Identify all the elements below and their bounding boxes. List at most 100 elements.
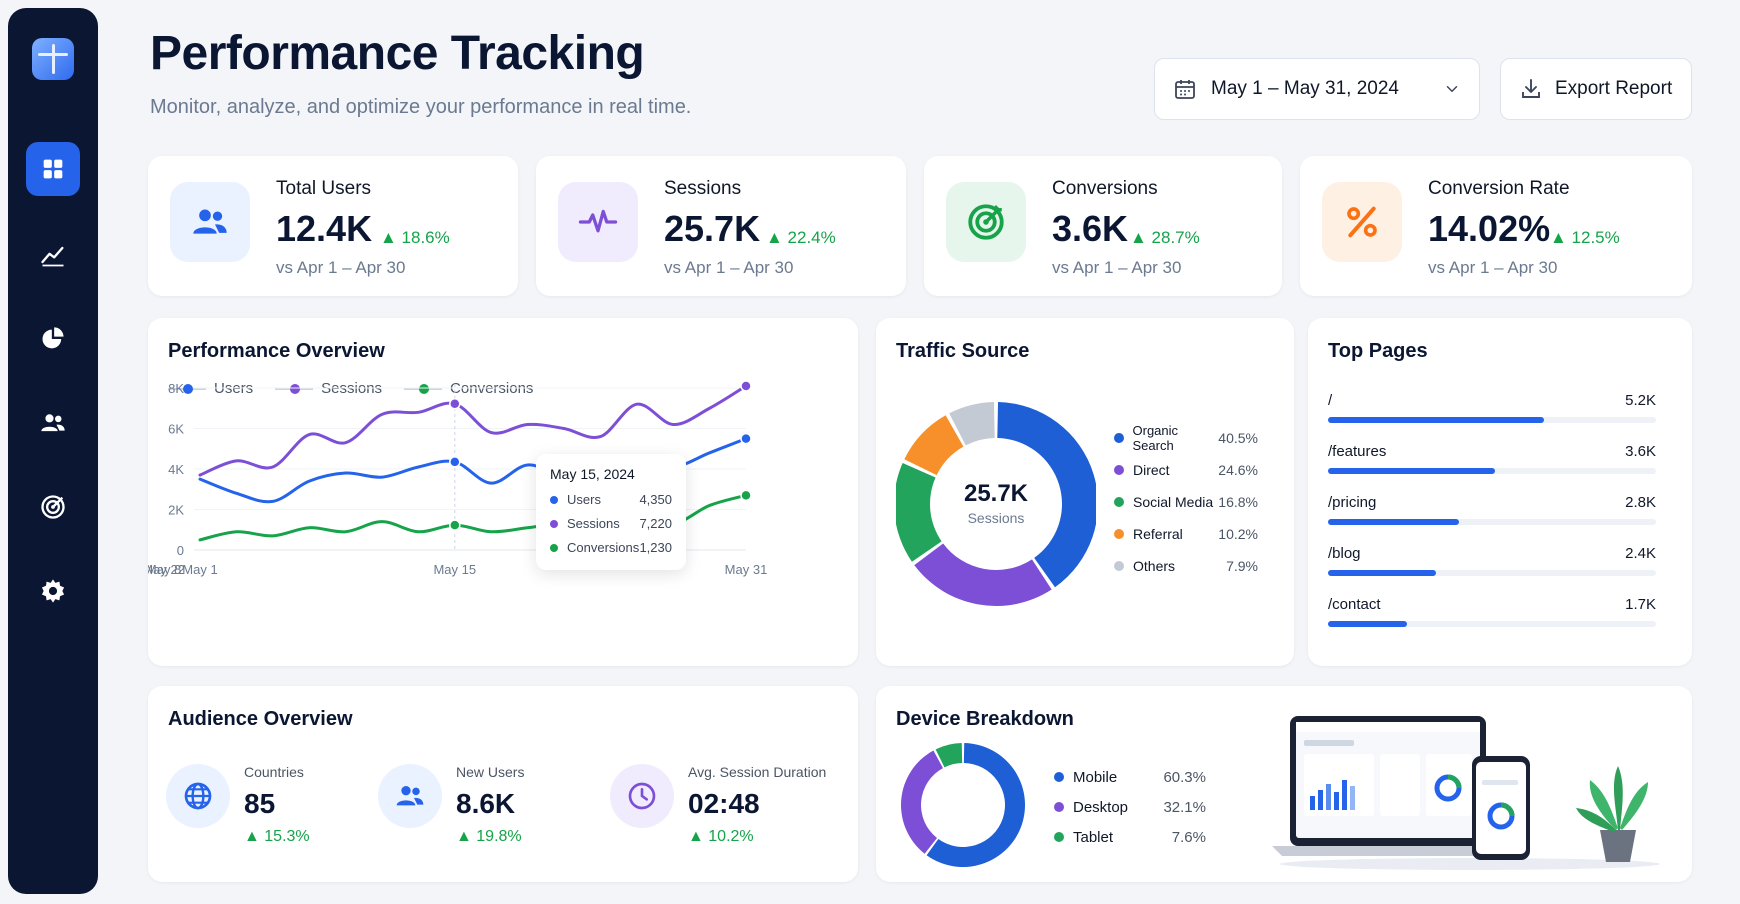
- data-point-users: [449, 456, 461, 468]
- traffic-donut-center: 25.7K Sessions: [930, 480, 1062, 526]
- page-views: 2.8K: [1625, 494, 1656, 511]
- page-title: Performance Tracking: [150, 27, 645, 80]
- date-range-picker[interactable]: May 1 – May 31, 2024: [1154, 58, 1480, 120]
- x-tick-label: May 22: [148, 562, 185, 577]
- kpi-label: Conversions: [1052, 178, 1158, 199]
- device-breakdown-card: Device Breakdown Mobile 60.3% Desktop 32.1…: [876, 686, 1692, 882]
- export-report-button[interactable]: Export Report: [1500, 58, 1692, 120]
- clock-icon: [628, 782, 656, 810]
- nav-reports[interactable]: [26, 312, 80, 366]
- kpi-delta: ▲ 22.4%: [766, 228, 836, 247]
- data-point-sessions: [740, 380, 752, 392]
- nav-dashboard[interactable]: [26, 142, 80, 196]
- kpi-label: Sessions: [664, 178, 742, 199]
- page-bar: [1328, 570, 1437, 576]
- top-page-row[interactable]: /features 3.6K: [1328, 443, 1656, 474]
- trend-icon: [41, 246, 64, 267]
- kpi-value: 14.02%: [1428, 208, 1551, 249]
- legend-organic-search: Organic Search 40.5%: [1114, 422, 1258, 454]
- globe-icon: [184, 782, 212, 810]
- donut-slice-others[interactable]: [949, 402, 995, 446]
- top-page-row[interactable]: / 5.2K: [1328, 392, 1656, 423]
- donut-slice-tablet[interactable]: [935, 743, 963, 768]
- card-title: Top Pages: [1328, 340, 1428, 362]
- chart-tooltip: May 15, 2024 Users 4,350 Sessions 7,220 Co…: [536, 454, 686, 570]
- x-tick-label: May 1: [182, 562, 217, 577]
- device-donut-chart[interactable]: [898, 740, 1028, 870]
- y-tick-label: 4K: [168, 462, 184, 477]
- donut-slice-social-media[interactable]: [896, 463, 942, 562]
- data-point-conversions: [449, 519, 461, 531]
- data-point-conversions: [740, 489, 752, 502]
- page-views: 2.4K: [1625, 545, 1656, 562]
- legend-direct: Direct 24.6%: [1114, 454, 1258, 486]
- page-subtitle: Monitor, analyze, and optimize your perf…: [150, 96, 692, 118]
- traffic-total-label: Sessions: [967, 510, 1025, 526]
- page-bar: [1328, 519, 1460, 525]
- nav-settings[interactable]: [26, 564, 80, 618]
- grid-icon: [43, 159, 63, 179]
- pulse-icon: [578, 209, 618, 233]
- legend-others: Others 7.9%: [1114, 550, 1258, 582]
- donut-slice-organic-search[interactable]: [997, 402, 1096, 588]
- top-page-row[interactable]: /blog 2.4K: [1328, 545, 1656, 576]
- chevron-down-icon: [1446, 86, 1458, 93]
- legend-desktop: Desktop 32.1%: [1054, 792, 1206, 822]
- top-page-row[interactable]: /contact 1.7K: [1328, 596, 1656, 627]
- y-tick-label: 0: [177, 543, 184, 558]
- app-logo[interactable]: [32, 38, 74, 80]
- export-report-label: Export Report: [1555, 78, 1673, 99]
- legend-mobile: Mobile 60.3%: [1054, 762, 1206, 792]
- page-bar: [1328, 468, 1496, 474]
- traffic-total: 25.7K: [963, 480, 1029, 507]
- kpi-total-users: Total Users 12.4K ▲ 18.6% vs Apr 1 – Apr…: [148, 156, 518, 296]
- card-title: Traffic Source: [896, 340, 1030, 362]
- audience-icon-box: [166, 764, 230, 828]
- kpi-sessions: Sessions 25.7K ▲ 22.4% vs Apr 1 – Apr 30: [536, 156, 906, 296]
- y-tick-label: 6K: [168, 422, 184, 437]
- percent-icon: [1347, 206, 1377, 238]
- kpi-value: 12.4K: [276, 208, 373, 249]
- card-title: Device Breakdown: [896, 708, 1074, 730]
- users-icon: [396, 786, 424, 806]
- audience-overview-card: Audience Overview Countries 85 ▲ 15.3% N…: [148, 686, 858, 882]
- kpi-value: 3.6K: [1052, 208, 1129, 249]
- kpi-delta: ▲ 18.6%: [380, 228, 450, 247]
- legend-social-media: Social Media 16.8%: [1114, 486, 1258, 518]
- donut-slice-mobile[interactable]: [926, 743, 1025, 867]
- card-title: Audience Overview: [168, 708, 353, 730]
- sidebar: [8, 8, 98, 894]
- x-tick-label: May 15: [433, 562, 476, 577]
- audience-icon-box: [610, 764, 674, 828]
- kpi-compare: vs Apr 1 – Apr 30: [1428, 258, 1558, 277]
- kpi-compare: vs Apr 1 – Apr 30: [1052, 258, 1182, 277]
- page-path: /pricing: [1328, 494, 1377, 511]
- kpi-icon-box: [946, 182, 1026, 262]
- nav-goals[interactable]: [26, 480, 80, 534]
- nav-analytics[interactable]: [26, 228, 80, 282]
- kpi-icon-box: [558, 182, 638, 262]
- performance-overview-card: Performance Overview Users Sessions Conv…: [148, 318, 858, 666]
- y-tick-label: 2K: [168, 503, 184, 518]
- kpi-label: Total Users: [276, 178, 372, 199]
- download-icon: [1522, 79, 1540, 98]
- series-line-sessions[interactable]: [198, 384, 748, 477]
- donut-slice-desktop[interactable]: [901, 750, 943, 854]
- nav-audience[interactable]: [26, 396, 80, 450]
- donut-slice-direct[interactable]: [914, 543, 1052, 606]
- users-icon: [193, 209, 227, 234]
- donut-slice-referral[interactable]: [904, 415, 964, 476]
- top-page-row[interactable]: /pricing 2.8K: [1328, 494, 1656, 525]
- page-bar: [1328, 417, 1545, 423]
- calendar-icon: [1175, 80, 1195, 99]
- kpi-delta: ▲ 12.5%: [1550, 228, 1620, 247]
- device-legend: Mobile 60.3% Desktop 32.1% Tablet 7.6%: [1054, 762, 1206, 852]
- kpi-compare: vs Apr 1 – Apr 30: [664, 258, 794, 277]
- page-views: 5.2K: [1625, 392, 1656, 409]
- traffic-source-card: Traffic Source 25.7K Sessions Organic Se…: [876, 318, 1294, 666]
- page-path: /: [1328, 392, 1333, 409]
- kpi-conversion-rate: Conversion Rate 14.02% ▲ 12.5% vs Apr 1 …: [1300, 156, 1692, 296]
- traffic-donut-chart[interactable]: [896, 402, 1096, 622]
- legend-referral: Referral 10.2%: [1114, 518, 1258, 550]
